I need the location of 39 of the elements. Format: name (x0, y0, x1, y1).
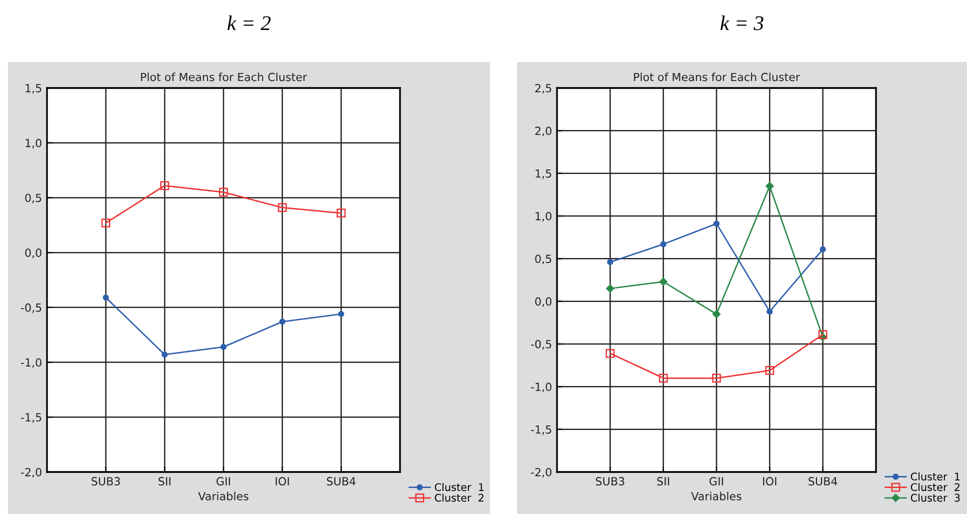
y-tick-label: -2,0 (21, 468, 42, 478)
x-tick-label: SUB4 (808, 477, 838, 486)
chart-subtitle: Plot of Means for Each Cluster (141, 72, 308, 82)
y-tick-label: 2,0 (535, 126, 552, 136)
x-tick-label: SUB3 (596, 477, 624, 486)
y-tick-label: -0,5 (21, 303, 42, 313)
y-tick-label: 1,0 (536, 212, 552, 222)
legend-label: Cluster 1 (910, 472, 960, 480)
x-tick-label: SUB4 (326, 477, 356, 486)
y-tick-label: -1,5 (21, 413, 42, 423)
x-axis-title: Variables (691, 492, 742, 500)
x-tick-label: GII (216, 477, 230, 486)
y-tick-label: 2,5 (535, 84, 552, 94)
y-tick-label: 1,0 (26, 138, 42, 148)
y-tick-label: 0,0 (25, 248, 42, 258)
y-tick-label: -1,5 (531, 425, 552, 435)
y-tick-label: -0,5 (531, 340, 552, 350)
x-tick-label: SII (158, 477, 170, 486)
y-tick-label: 1,5 (26, 84, 42, 94)
x-tick-label: SUB3 (92, 477, 120, 486)
y-tick-label: -1,0 (21, 358, 42, 368)
x-tick-label: IOI (763, 477, 776, 486)
legend-label: Cluster 3 (910, 494, 960, 502)
y-tick-label: 1,5 (536, 169, 552, 179)
y-tick-label: 0,5 (535, 254, 552, 264)
x-tick-label: GII (710, 477, 723, 486)
chart-title: k = 3 (720, 16, 764, 30)
chart-subtitle: Plot of Means for Each Cluster (634, 72, 800, 82)
x-tick-label: IOI (276, 477, 289, 486)
x-axis-title: Variables (198, 492, 248, 500)
legend-label: Cluster 2 (434, 494, 484, 502)
y-tick-label: -1,0 (531, 382, 552, 392)
y-tick-label: 0,5 (25, 194, 42, 204)
chart-title: k = 2 (228, 16, 271, 30)
y-tick-label: -2,0 (531, 468, 552, 478)
y-tick-label: 0,0 (535, 297, 552, 307)
x-tick-label: SII (657, 477, 670, 486)
legend-label: Cluster 2 (910, 483, 960, 492)
legend-label: Cluster 1 (434, 483, 484, 492)
